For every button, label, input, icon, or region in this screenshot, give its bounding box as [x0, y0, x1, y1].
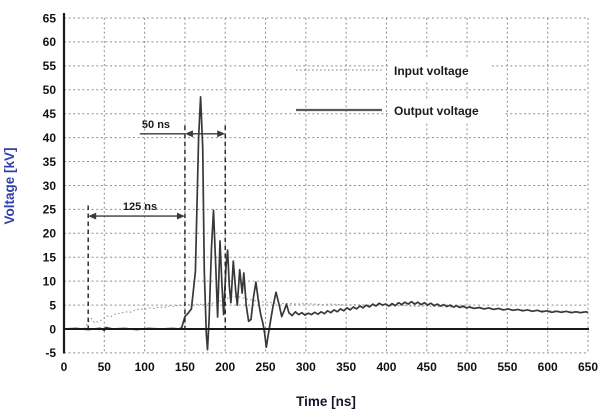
- annotation-125ns-label: 125 ns: [123, 201, 157, 213]
- x-tick-label: 0: [61, 360, 68, 374]
- y-tick-label: 15: [43, 251, 57, 265]
- input-voltage-curve: [64, 295, 588, 330]
- x-tick-label: 550: [497, 360, 517, 374]
- data-series: [63, 96, 589, 351]
- y-tick-label: 25: [43, 203, 57, 217]
- y-tick-label: -5: [45, 346, 56, 360]
- y-tick-label: 5: [49, 298, 56, 312]
- x-tick-label: 250: [256, 360, 276, 374]
- y-tick-label: 10: [43, 274, 57, 288]
- x-tick-label: 600: [538, 360, 558, 374]
- y-tick-label: 40: [43, 131, 57, 145]
- x-tick-label: 350: [336, 360, 356, 374]
- x-tick-label: 50: [98, 360, 112, 374]
- x-tick-label: 150: [175, 360, 195, 374]
- x-tick-label: 300: [296, 360, 316, 374]
- y-tick-label: 60: [43, 35, 57, 49]
- y-tick-label: 65: [43, 11, 57, 25]
- y-tick-label: 35: [43, 155, 57, 169]
- y-tick-label: 0: [49, 322, 56, 336]
- x-axis-title: Time [ns]: [296, 394, 356, 409]
- legend: Input voltage Output voltage: [296, 64, 479, 118]
- gridlines: [64, 17, 589, 354]
- legend-label-input: Input voltage: [394, 64, 469, 78]
- y-tick-label: 55: [43, 59, 57, 73]
- legend-input-label-bg: [389, 58, 491, 81]
- x-tick-label: 500: [457, 360, 477, 374]
- y-tick-label: 20: [43, 227, 57, 241]
- x-tick-label: 100: [135, 360, 155, 374]
- x-tick-label: 650: [578, 360, 598, 374]
- legend-output-label-bg: [389, 99, 505, 123]
- y-tick-label: 45: [43, 107, 57, 121]
- annotations: [87, 125, 226, 329]
- dim-125ns-arrowhead-right: [176, 212, 185, 220]
- output-voltage-curve: [63, 96, 589, 351]
- dim-50ns-arrowhead-right: [217, 130, 226, 138]
- x-tick-label: 400: [376, 360, 396, 374]
- dim-125ns-arrowhead-left: [88, 212, 97, 220]
- y-tick-label: 30: [43, 179, 57, 193]
- legend-label-output: Output voltage: [394, 104, 479, 118]
- annotation-50ns-label: 50 ns: [142, 119, 170, 131]
- dim-50ns-arrowhead-left: [184, 130, 193, 138]
- x-tick-label: 450: [417, 360, 437, 374]
- y-tick-label: 50: [43, 83, 57, 97]
- x-tick-label: 200: [215, 360, 235, 374]
- axis-tick-labels: 0 50 100 150 200 250 300 350 400 450 500 550 600 650-…: [43, 11, 599, 374]
- y-axis-title: Voltage [kV]: [2, 147, 17, 224]
